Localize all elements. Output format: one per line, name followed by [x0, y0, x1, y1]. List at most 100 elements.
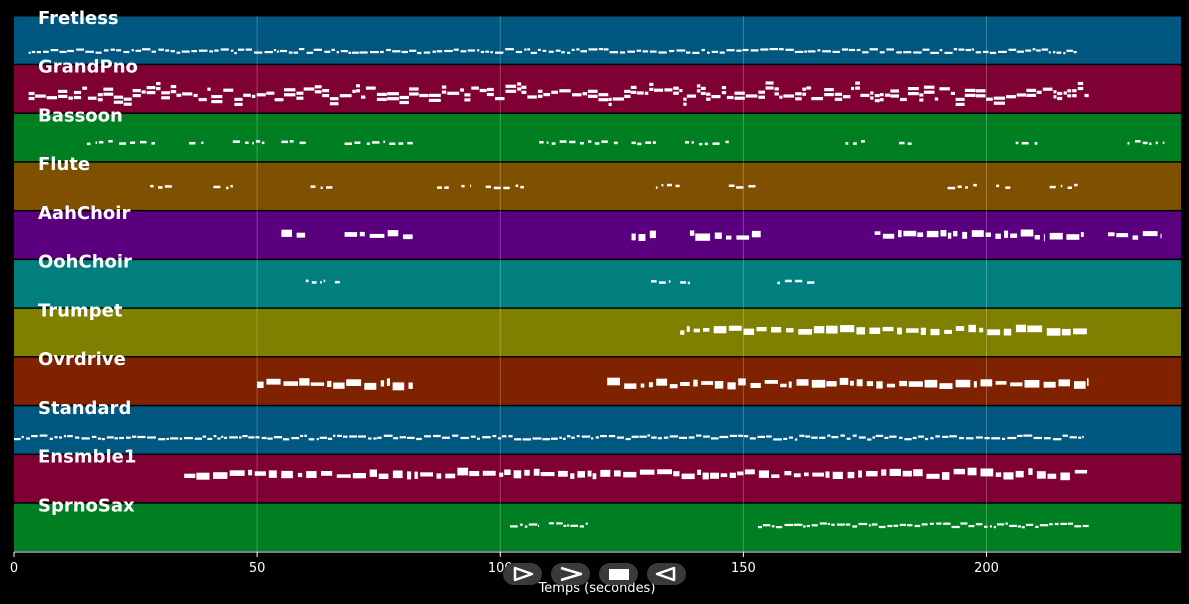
note: [513, 470, 522, 479]
note: [298, 48, 305, 51]
track-notes-ovrdrive: [257, 377, 1089, 391]
play-button[interactable]: [503, 563, 542, 585]
note: [1034, 142, 1038, 145]
note: [538, 524, 540, 527]
note: [151, 50, 156, 53]
note: [885, 93, 891, 97]
note: [996, 184, 1000, 188]
rewind-button[interactable]: [647, 563, 686, 585]
note: [198, 98, 207, 102]
note: [261, 436, 267, 440]
track-notes-oohchoir: [305, 279, 815, 285]
note: [579, 525, 584, 528]
note: [627, 50, 635, 53]
note: [314, 90, 322, 94]
note: [649, 82, 654, 86]
note: [283, 381, 298, 386]
note: [929, 522, 934, 525]
note: [876, 381, 883, 389]
note: [714, 232, 722, 239]
note: [571, 436, 575, 439]
note: [890, 94, 899, 98]
note: [912, 436, 917, 440]
note: [142, 48, 151, 51]
note: [757, 435, 765, 438]
note: [964, 88, 976, 92]
note: [1020, 229, 1034, 237]
note: [930, 51, 939, 54]
note: [303, 87, 315, 91]
note: [464, 93, 471, 97]
note: [737, 471, 744, 476]
note: [113, 100, 124, 104]
note: [1043, 233, 1045, 242]
stop-button[interactable]: [599, 563, 638, 585]
note: [123, 97, 132, 101]
note: [960, 522, 968, 525]
note: [103, 92, 114, 96]
note: [409, 49, 417, 52]
note: [230, 185, 233, 188]
note: [675, 184, 680, 188]
note: [505, 84, 517, 88]
track-lane-bassoon: [14, 113, 1181, 162]
note: [949, 435, 957, 438]
note: [840, 325, 855, 333]
note: [1077, 86, 1084, 91]
note: [505, 89, 517, 93]
note: [515, 50, 523, 54]
note: [559, 436, 562, 439]
note: [636, 49, 641, 52]
note: [778, 48, 784, 51]
note: [840, 434, 845, 437]
note: [31, 50, 36, 54]
note: [539, 141, 544, 144]
note: [354, 141, 361, 144]
note: [508, 435, 513, 438]
note: [176, 93, 182, 97]
note: [326, 186, 333, 189]
note: [804, 472, 809, 477]
note: [527, 95, 537, 99]
note: [36, 51, 41, 54]
note: [460, 436, 469, 440]
note: [393, 437, 399, 440]
note: [728, 184, 735, 187]
note: [97, 93, 103, 97]
note: [293, 51, 299, 54]
note: [344, 142, 352, 145]
note: [1003, 328, 1012, 336]
playback-controls: [503, 563, 687, 585]
note: [331, 48, 335, 51]
note: [416, 437, 422, 441]
note: [81, 437, 90, 440]
note: [784, 471, 792, 476]
note: [1048, 51, 1051, 54]
note: [955, 379, 971, 388]
note: [794, 50, 804, 53]
note: [150, 184, 154, 188]
note: [819, 522, 827, 525]
note: [300, 434, 304, 438]
note: [869, 327, 881, 334]
note: [97, 437, 102, 440]
note: [119, 142, 126, 145]
note: [387, 97, 399, 101]
note: [710, 437, 719, 440]
note: [691, 141, 694, 144]
note: [862, 51, 869, 54]
note: [441, 90, 447, 94]
note: [600, 469, 611, 477]
note: [871, 523, 878, 526]
note: [428, 93, 441, 97]
note: [209, 50, 214, 53]
note: [1049, 232, 1063, 240]
fast-forward-button[interactable]: [551, 563, 590, 585]
note: [624, 383, 637, 389]
note: [181, 50, 190, 53]
note: [1026, 88, 1036, 92]
note: [141, 90, 146, 94]
note: [344, 232, 358, 237]
note: [924, 379, 938, 388]
note: [623, 471, 637, 478]
